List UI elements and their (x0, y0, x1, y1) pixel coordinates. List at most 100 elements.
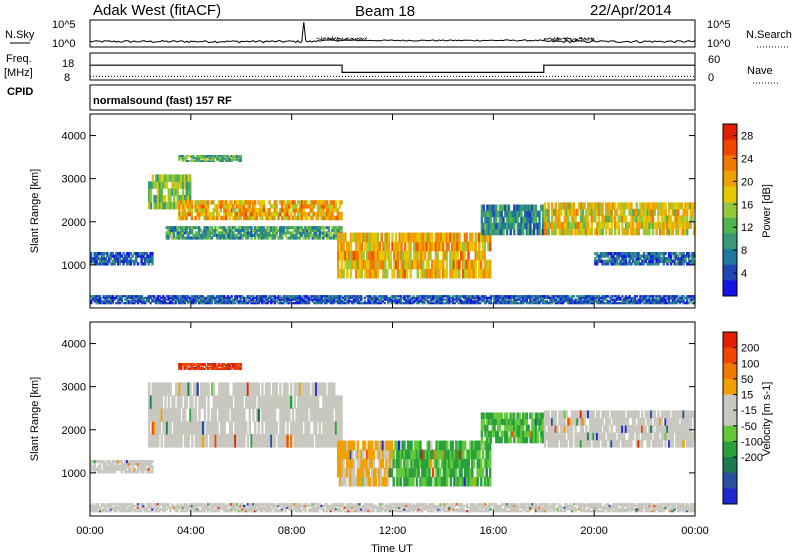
heatmap-cell (585, 439, 588, 448)
heatmap-cell (379, 300, 383, 303)
heatmap-cell (232, 434, 235, 448)
heatmap-cell (693, 259, 696, 263)
heatmap-cell (431, 232, 434, 243)
heatmap-cell (327, 298, 331, 301)
heatmap-cell (165, 174, 169, 182)
heatmap-cell (531, 412, 534, 420)
heatmap-cell (624, 221, 628, 229)
heatmap-cell (621, 300, 624, 303)
heatmap-cell (338, 300, 341, 303)
heatmap-cell (336, 296, 340, 300)
heatmap-cell (104, 462, 107, 466)
heatmap-cell (360, 296, 363, 300)
heatmap-cell (605, 208, 608, 216)
heatmap-cell (165, 298, 168, 301)
heatmap-cell (91, 259, 95, 263)
heatmap-cell (346, 458, 349, 469)
heatmap-cell (327, 295, 331, 298)
heatmap-cell (489, 241, 492, 252)
heatmap-cell (151, 470, 154, 474)
heatmap-cell (271, 204, 275, 209)
heatmap-cell (514, 302, 518, 305)
heatmap-cell (581, 425, 584, 433)
heatmap-cell (155, 395, 158, 409)
heatmap-cell (127, 300, 131, 303)
heatmap-cell (120, 460, 123, 464)
heatmap-cell (389, 250, 392, 261)
heatmap-cell (567, 417, 570, 426)
heatmap-cell (226, 204, 230, 209)
heatmap-cell (644, 215, 647, 223)
heatmap-cell (614, 259, 617, 263)
heatmap-cell (362, 259, 365, 270)
heatmap-cell (551, 417, 554, 426)
heatmap-cell (617, 202, 620, 210)
heatmap-cell (100, 302, 104, 305)
heatmap-cell (148, 181, 151, 189)
heatmap-cell (325, 295, 329, 298)
heatmap-cell (194, 200, 197, 205)
heatmap-cell (140, 259, 143, 263)
heatmap-cell (201, 421, 205, 435)
heatmap-cell (345, 296, 349, 300)
heatmap-cell (451, 449, 454, 460)
heatmap-cell (241, 204, 244, 209)
heatmap-cell (633, 215, 637, 223)
heatmap-cell (248, 382, 251, 396)
heatmap-cell (329, 231, 332, 235)
heatmap-cell (630, 202, 633, 210)
heatmap-cell (349, 296, 352, 300)
heatmap-cell (293, 200, 296, 205)
heatmap-cell (217, 295, 221, 298)
heatmap-cell (505, 296, 509, 300)
heatmap-cell (484, 228, 487, 236)
heatmap-cell (324, 434, 327, 448)
heatmap-cell (174, 300, 177, 303)
heatmap-cell (192, 226, 195, 230)
heatmap-cell (422, 250, 425, 261)
heatmap-cell (447, 232, 450, 243)
heatmap-cell (336, 408, 340, 422)
heatmap-cell (268, 231, 271, 235)
heatmap-cell (677, 221, 680, 229)
heatmap-cell (655, 296, 658, 300)
heatmap-cell (290, 382, 293, 396)
heatmap-cell (641, 298, 644, 301)
heatmap-cell (160, 188, 163, 196)
power-y-label: Slant Range [km] (29, 169, 41, 253)
heatmap-cell (133, 296, 136, 300)
heatmap-cell (495, 418, 498, 426)
heatmap-cell (650, 259, 653, 263)
y-tick-label: 2000 (62, 217, 86, 229)
heatmap-cell (412, 458, 415, 469)
heatmap-cell (90, 300, 93, 303)
heatmap-cell (605, 215, 608, 223)
colorbar-segment (723, 124, 737, 141)
heatmap-cell (250, 233, 253, 237)
heatmap-cell (221, 300, 224, 303)
heatmap-cell (148, 195, 151, 203)
heatmap-cell (288, 226, 291, 230)
heatmap-cell (169, 231, 172, 235)
heatmap-cell (327, 300, 331, 303)
heatmap-cell (200, 421, 203, 435)
heatmap-cell (311, 226, 314, 230)
heatmap-cell (138, 300, 141, 303)
heatmap-cell (541, 412, 545, 420)
heatmap-cell (498, 418, 502, 426)
heatmap-cell (196, 236, 199, 240)
heatmap-cell (605, 252, 608, 256)
heatmap-cell (480, 259, 483, 270)
heatmap-cell (409, 268, 412, 279)
heatmap-cell (509, 424, 512, 432)
heatmap-cell (617, 257, 620, 261)
heatmap-cell (543, 202, 547, 210)
heatmap-cell (419, 295, 422, 298)
heatmap-cell (467, 268, 470, 279)
heatmap-cell (142, 465, 145, 469)
heatmap-cell (610, 215, 613, 223)
heatmap-cell (244, 200, 248, 205)
heatmap-cell (516, 228, 520, 236)
heatmap-cell (525, 210, 529, 218)
heatmap-cell (430, 295, 433, 298)
